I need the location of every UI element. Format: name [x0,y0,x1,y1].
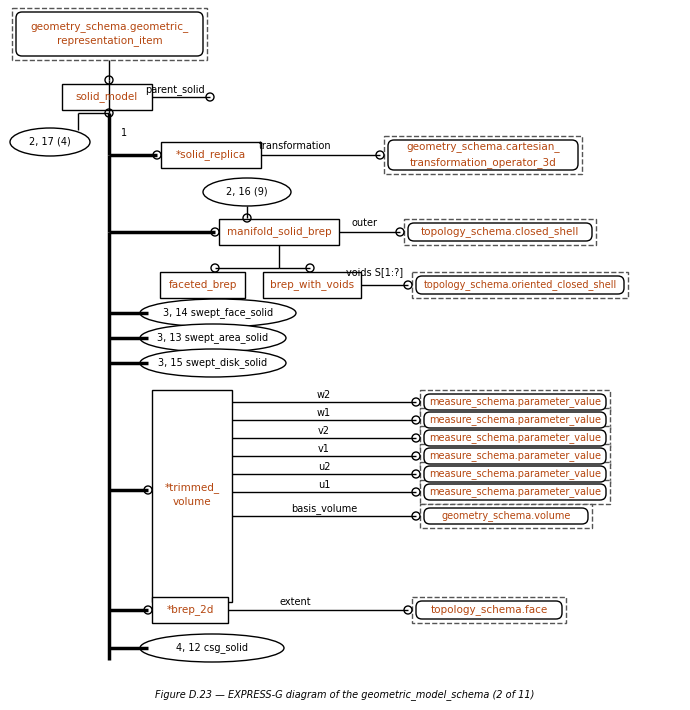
Ellipse shape [10,128,90,156]
Bar [412,272,628,298]
FancyBboxPatch shape [16,12,203,56]
Text: topology_schema.closed_shell: topology_schema.closed_shell [421,226,579,237]
Text: geometry_schema.volume: geometry_schema.volume [442,510,571,521]
Bar [404,219,596,245]
Text: topology_schema.oriented_closed_shell: topology_schema.oriented_closed_shell [424,280,617,290]
Text: v1: v1 [318,444,330,454]
Text: topology_schema.face: topology_schema.face [431,604,548,616]
Bar [420,444,610,468]
Text: *brep_2d: *brep_2d [166,604,214,616]
Text: u2: u2 [318,462,331,472]
Text: u1: u1 [318,480,331,490]
FancyBboxPatch shape [416,276,624,294]
FancyBboxPatch shape [424,508,588,524]
Bar [420,480,610,504]
Text: measure_schema.parameter_value: measure_schema.parameter_value [429,451,601,462]
FancyBboxPatch shape [416,601,562,619]
Text: volume: volume [172,497,211,507]
Text: measure_schema.parameter_value: measure_schema.parameter_value [429,486,601,498]
Text: transformation: transformation [259,141,331,151]
Bar [420,462,610,486]
Ellipse shape [140,634,284,662]
FancyBboxPatch shape [424,448,606,464]
Text: outer: outer [352,218,378,228]
Text: manifold_solid_brep: manifold_solid_brep [227,226,331,237]
Text: faceted_brep: faceted_brep [168,280,237,290]
Bar [161,142,261,168]
Text: 2, 17 (4): 2, 17 (4) [29,137,71,147]
Text: representation_item: representation_item [57,36,162,46]
Bar [420,504,592,528]
Bar [263,272,361,298]
Text: 4, 12 csg_solid: 4, 12 csg_solid [176,643,248,653]
Text: v2: v2 [318,426,330,436]
Text: *solid_replica: *solid_replica [176,150,246,160]
Text: parent_solid: parent_solid [145,84,205,95]
Bar [420,426,610,450]
Text: brep_with_voids: brep_with_voids [270,280,354,290]
Text: basis_volume: basis_volume [291,503,357,515]
Text: geometry_schema.cartesian_: geometry_schema.cartesian_ [406,141,560,153]
Bar [152,390,232,602]
Text: solid_model: solid_model [76,92,138,102]
FancyBboxPatch shape [388,140,578,170]
Bar [152,597,228,623]
Bar [160,272,245,298]
Ellipse shape [203,178,291,206]
Text: measure_schema.parameter_value: measure_schema.parameter_value [429,469,601,479]
Ellipse shape [140,349,286,377]
FancyBboxPatch shape [424,412,606,428]
FancyBboxPatch shape [424,466,606,482]
Bar [412,597,566,623]
Text: measure_schema.parameter_value: measure_schema.parameter_value [429,397,601,408]
Bar [384,136,582,174]
Text: measure_schema.parameter_value: measure_schema.parameter_value [429,432,601,444]
Text: *trimmed_: *trimmed_ [164,483,219,493]
Ellipse shape [140,324,286,352]
Bar [420,408,610,432]
Text: extent: extent [279,597,311,607]
Text: w2: w2 [317,390,331,400]
Text: geometry_schema.geometric_: geometry_schema.geometric_ [30,21,188,33]
Text: 3, 13 swept_area_solid: 3, 13 swept_area_solid [157,332,268,344]
FancyBboxPatch shape [424,394,606,410]
Text: measure_schema.parameter_value: measure_schema.parameter_value [429,415,601,425]
Text: transformation_operator_3d: transformation_operator_3d [410,158,556,168]
Text: voids S[1:?]: voids S[1:?] [346,267,404,277]
FancyBboxPatch shape [424,430,606,446]
Text: 2, 16 (9): 2, 16 (9) [226,187,268,197]
Text: 3, 15 swept_disk_solid: 3, 15 swept_disk_solid [159,358,268,368]
Text: 1: 1 [121,128,127,138]
Bar [420,390,610,414]
Text: w1: w1 [317,408,331,418]
Text: 3, 14 swept_face_solid: 3, 14 swept_face_solid [163,307,273,319]
FancyBboxPatch shape [408,223,592,241]
Text: Figure D.23 — EXPRESS-G diagram of the geometric_model_schema (2 of 11): Figure D.23 — EXPRESS-G diagram of the g… [155,689,535,701]
Bar [219,219,339,245]
FancyBboxPatch shape [424,484,606,500]
Bar [62,84,152,110]
Bar [12,8,207,60]
Ellipse shape [140,299,296,327]
